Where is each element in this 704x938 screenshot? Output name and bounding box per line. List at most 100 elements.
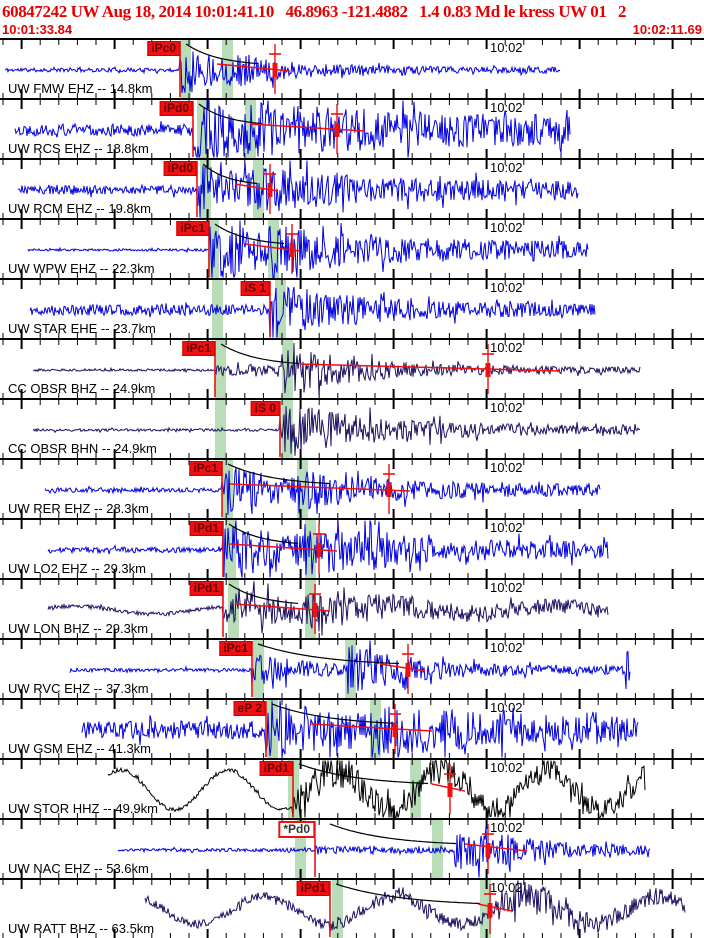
coda-marker[interactable] xyxy=(389,704,401,754)
coda-marker[interactable] xyxy=(383,464,395,514)
minute-mark-label: 10:02 xyxy=(490,400,523,415)
pick-flag[interactable]: iPc1 xyxy=(182,341,215,356)
coda-level-line xyxy=(216,63,291,72)
waveform-trace[interactable] xyxy=(81,700,639,758)
trace-list: iPc0 10:02 UW FMW EHZ -- 14.8km iPd0 10:02 UW… xyxy=(0,38,704,938)
pick-flag[interactable]: *Pd0 xyxy=(278,821,315,838)
trace-plot[interactable] xyxy=(0,580,704,638)
time-ticks xyxy=(2,40,692,98)
coda-decay-curve xyxy=(257,643,400,665)
phase-window-bands xyxy=(332,880,491,938)
trace-plot[interactable] xyxy=(0,820,704,878)
minute-mark-label: 10:02 xyxy=(490,520,523,535)
time-ticks xyxy=(2,100,692,158)
pick-flag[interactable]: iPd0 xyxy=(159,101,193,116)
trace-plot[interactable] xyxy=(0,640,704,698)
waveform-trace[interactable] xyxy=(29,286,596,338)
pick-flag[interactable]: iPc1 xyxy=(189,461,222,476)
trace-plot[interactable] xyxy=(0,460,704,518)
trace-row: eP 2 10:02 UW GSM EHZ -- 41.3km xyxy=(0,698,704,758)
trace-row: iPd1 10:02 UW STOR HHZ -- 49.9km xyxy=(0,758,704,818)
coda-decay-curve xyxy=(329,823,457,845)
pick-flag[interactable]: iPc0 xyxy=(147,41,180,56)
station-label: UW LON BHZ -- 29.3km xyxy=(8,621,149,636)
trace-plot[interactable] xyxy=(0,40,704,98)
trace-plot[interactable] xyxy=(0,880,704,938)
trace-plot[interactable] xyxy=(0,520,704,578)
coda-decay-curve xyxy=(228,583,299,604)
phase-window-bands xyxy=(180,40,233,98)
time-ticks xyxy=(2,220,692,278)
waveform-trace[interactable] xyxy=(14,100,571,158)
station-label: UW STAR EHE -- 23.7km xyxy=(8,321,156,336)
coda-level-line xyxy=(299,363,561,372)
waveform-trace[interactable] xyxy=(107,760,646,818)
coda-marker[interactable] xyxy=(482,824,494,874)
waveform-trace[interactable] xyxy=(47,581,609,636)
waveform-trace[interactable] xyxy=(32,406,641,456)
trace-plot[interactable] xyxy=(0,760,704,818)
minute-mark-label: 10:02 xyxy=(490,880,523,895)
coda-marker[interactable] xyxy=(313,524,325,574)
trace-row: iS 1 10:02 UW STAR EHE -- 23.7km xyxy=(0,278,704,338)
trace-plot[interactable] xyxy=(0,400,704,458)
station-label: UW STOR HHZ -- 49.9km xyxy=(8,801,158,816)
station-label: UW RVC EHZ -- 37.3km xyxy=(8,681,149,696)
coda-marker[interactable] xyxy=(286,224,298,274)
minute-mark-label: 10:02 xyxy=(490,580,523,595)
pick-flag[interactable]: iS 1 xyxy=(240,281,270,296)
station-label: UW LO2 EHZ -- 29.3km xyxy=(8,561,146,576)
coda-level-line xyxy=(229,483,411,492)
coda-marker[interactable] xyxy=(482,344,494,394)
waveform-trace[interactable] xyxy=(117,825,651,878)
pick-flag[interactable]: iS 0 xyxy=(250,401,280,416)
trace-row: *Pd0 10:02 UW NAC EHZ -- 53.6km xyxy=(0,818,704,878)
waveform-trace[interactable] xyxy=(17,160,579,218)
trace-row: iPc1 10:02 UW RER EHZ -- 28.3km xyxy=(0,458,704,518)
waveform-trace[interactable] xyxy=(32,342,641,396)
pick-flag[interactable]: iPc1 xyxy=(219,641,252,656)
coda-marker[interactable] xyxy=(309,584,321,634)
coda-marker[interactable] xyxy=(444,764,456,814)
pick-flag[interactable]: iPd1 xyxy=(189,581,223,596)
waveform-trace[interactable] xyxy=(27,220,589,278)
time-ticks xyxy=(2,340,692,398)
coda-marker[interactable] xyxy=(269,44,281,94)
waveform-trace[interactable] xyxy=(44,468,601,515)
waveform-trace[interactable] xyxy=(144,880,686,936)
coda-marker[interactable] xyxy=(331,104,343,154)
pick-flag[interactable]: eP 2 xyxy=(233,701,266,716)
phase-window-band xyxy=(215,340,226,398)
trace-row: iPd0 10:02 UW RCS EHZ -- 18.8km xyxy=(0,98,704,158)
pick-flag[interactable]: iPc1 xyxy=(176,221,209,236)
trace-row: iPd1 10:02 UW LON BHZ -- 29.3km xyxy=(0,578,704,638)
coda-marker[interactable] xyxy=(484,884,496,934)
trace-row: iPc1 10:02 UW WPW EHZ -- 22.3km xyxy=(0,218,704,278)
trace-plot[interactable] xyxy=(0,100,704,158)
waveform-trace[interactable] xyxy=(47,520,609,578)
station-label: UW WPW EHZ -- 22.3km xyxy=(8,261,155,276)
station-label: UW GSM EHZ -- 41.3km xyxy=(8,741,152,756)
minute-mark-label: 10:02 xyxy=(490,160,523,175)
phase-window-band xyxy=(200,160,211,218)
pick-flag[interactable]: iPd1 xyxy=(296,881,330,896)
coda-decay-curve xyxy=(214,223,285,245)
waveform-trace[interactable] xyxy=(4,51,561,93)
pick-flag[interactable]: iPd1 xyxy=(189,521,223,536)
trace-plot[interactable] xyxy=(0,160,704,218)
station-label: UW FMW EHZ -- 14.8km xyxy=(8,81,153,96)
coda-marker[interactable] xyxy=(402,644,414,694)
time-ticks xyxy=(2,640,692,698)
trace-plot[interactable] xyxy=(0,280,704,338)
phase-window-band xyxy=(197,100,208,158)
trace-plot[interactable] xyxy=(0,340,704,398)
coda-marker[interactable] xyxy=(264,164,276,214)
pick-flag[interactable]: iPd1 xyxy=(259,761,293,776)
minute-mark-label: 10:02 xyxy=(490,460,523,475)
phase-window-band xyxy=(215,400,226,458)
minute-mark-label: 10:02 xyxy=(490,280,523,295)
window-start-time: 10:01:33.84 xyxy=(2,22,73,37)
trace-plot[interactable] xyxy=(0,700,704,758)
pick-flag[interactable]: iPd0 xyxy=(163,161,197,176)
trace-plot[interactable] xyxy=(0,220,704,278)
